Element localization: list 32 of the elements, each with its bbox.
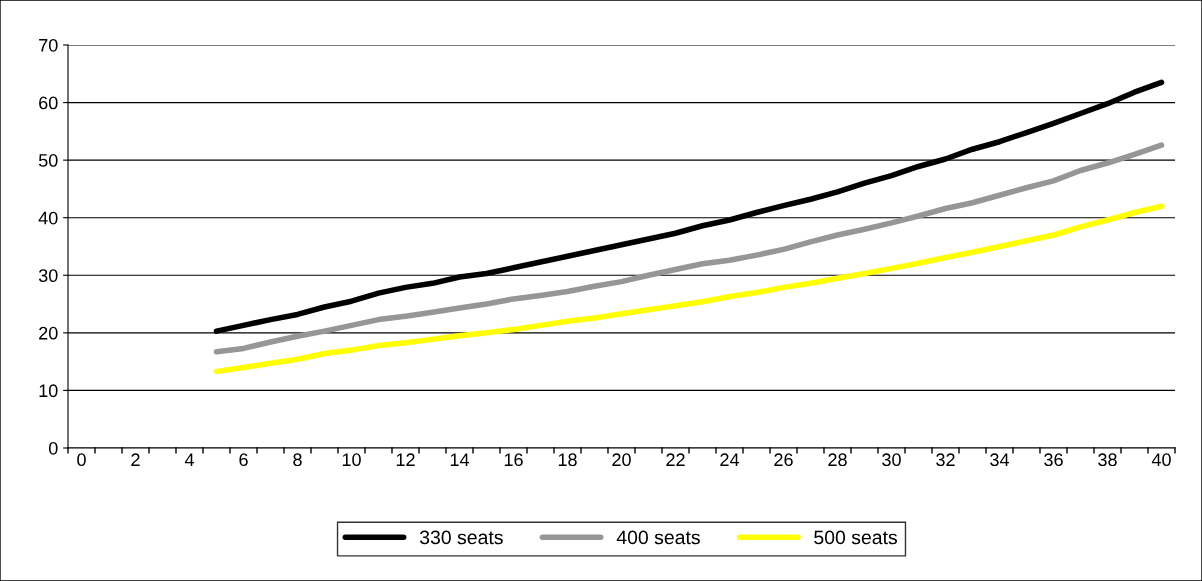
x-tick-label: 2: [131, 453, 140, 466]
legend-label: 500 seats: [814, 530, 897, 545]
x-tick-label: 18: [558, 453, 577, 467]
y-tick-label: 10: [39, 384, 58, 398]
x-tick-label: 38: [1098, 453, 1117, 467]
x-tick-label: 26: [774, 453, 793, 467]
x-tick-label: 10: [342, 453, 361, 467]
x-tick-label: 24: [720, 453, 740, 466]
y-tick-label: 70: [39, 38, 58, 52]
y-tick-label: 20: [39, 326, 58, 340]
x-tick-label: 6: [239, 453, 248, 467]
x-tick-label: 4: [184, 453, 194, 466]
x-tick-label: 28: [828, 453, 847, 467]
x-tick-label: 22: [666, 453, 685, 466]
y-tick-label: 60: [39, 96, 58, 110]
x-tick-label: 0: [77, 453, 86, 467]
x-tick-label: 14: [450, 453, 470, 466]
x-tick-label: 20: [612, 453, 631, 467]
x-tick-label: 40: [1151, 453, 1171, 467]
x-tick-label: 36: [1044, 453, 1063, 467]
legend-label: 330 seats: [419, 530, 503, 545]
x-tick-label: 34: [990, 453, 1010, 467]
y-tick-label: 30: [38, 269, 58, 283]
x-tick-label: 32: [936, 453, 955, 467]
y-tick-label: 50: [38, 154, 58, 167]
x-tick-label: 8: [293, 453, 302, 467]
y-tick-label: 0: [48, 441, 58, 455]
x-tick-label: 12: [396, 453, 415, 466]
legend-label: 400 seats: [616, 530, 700, 545]
x-tick-label: 30: [882, 453, 901, 467]
y-tick-label: 40: [38, 211, 58, 225]
x-tick-label: 16: [504, 453, 523, 467]
